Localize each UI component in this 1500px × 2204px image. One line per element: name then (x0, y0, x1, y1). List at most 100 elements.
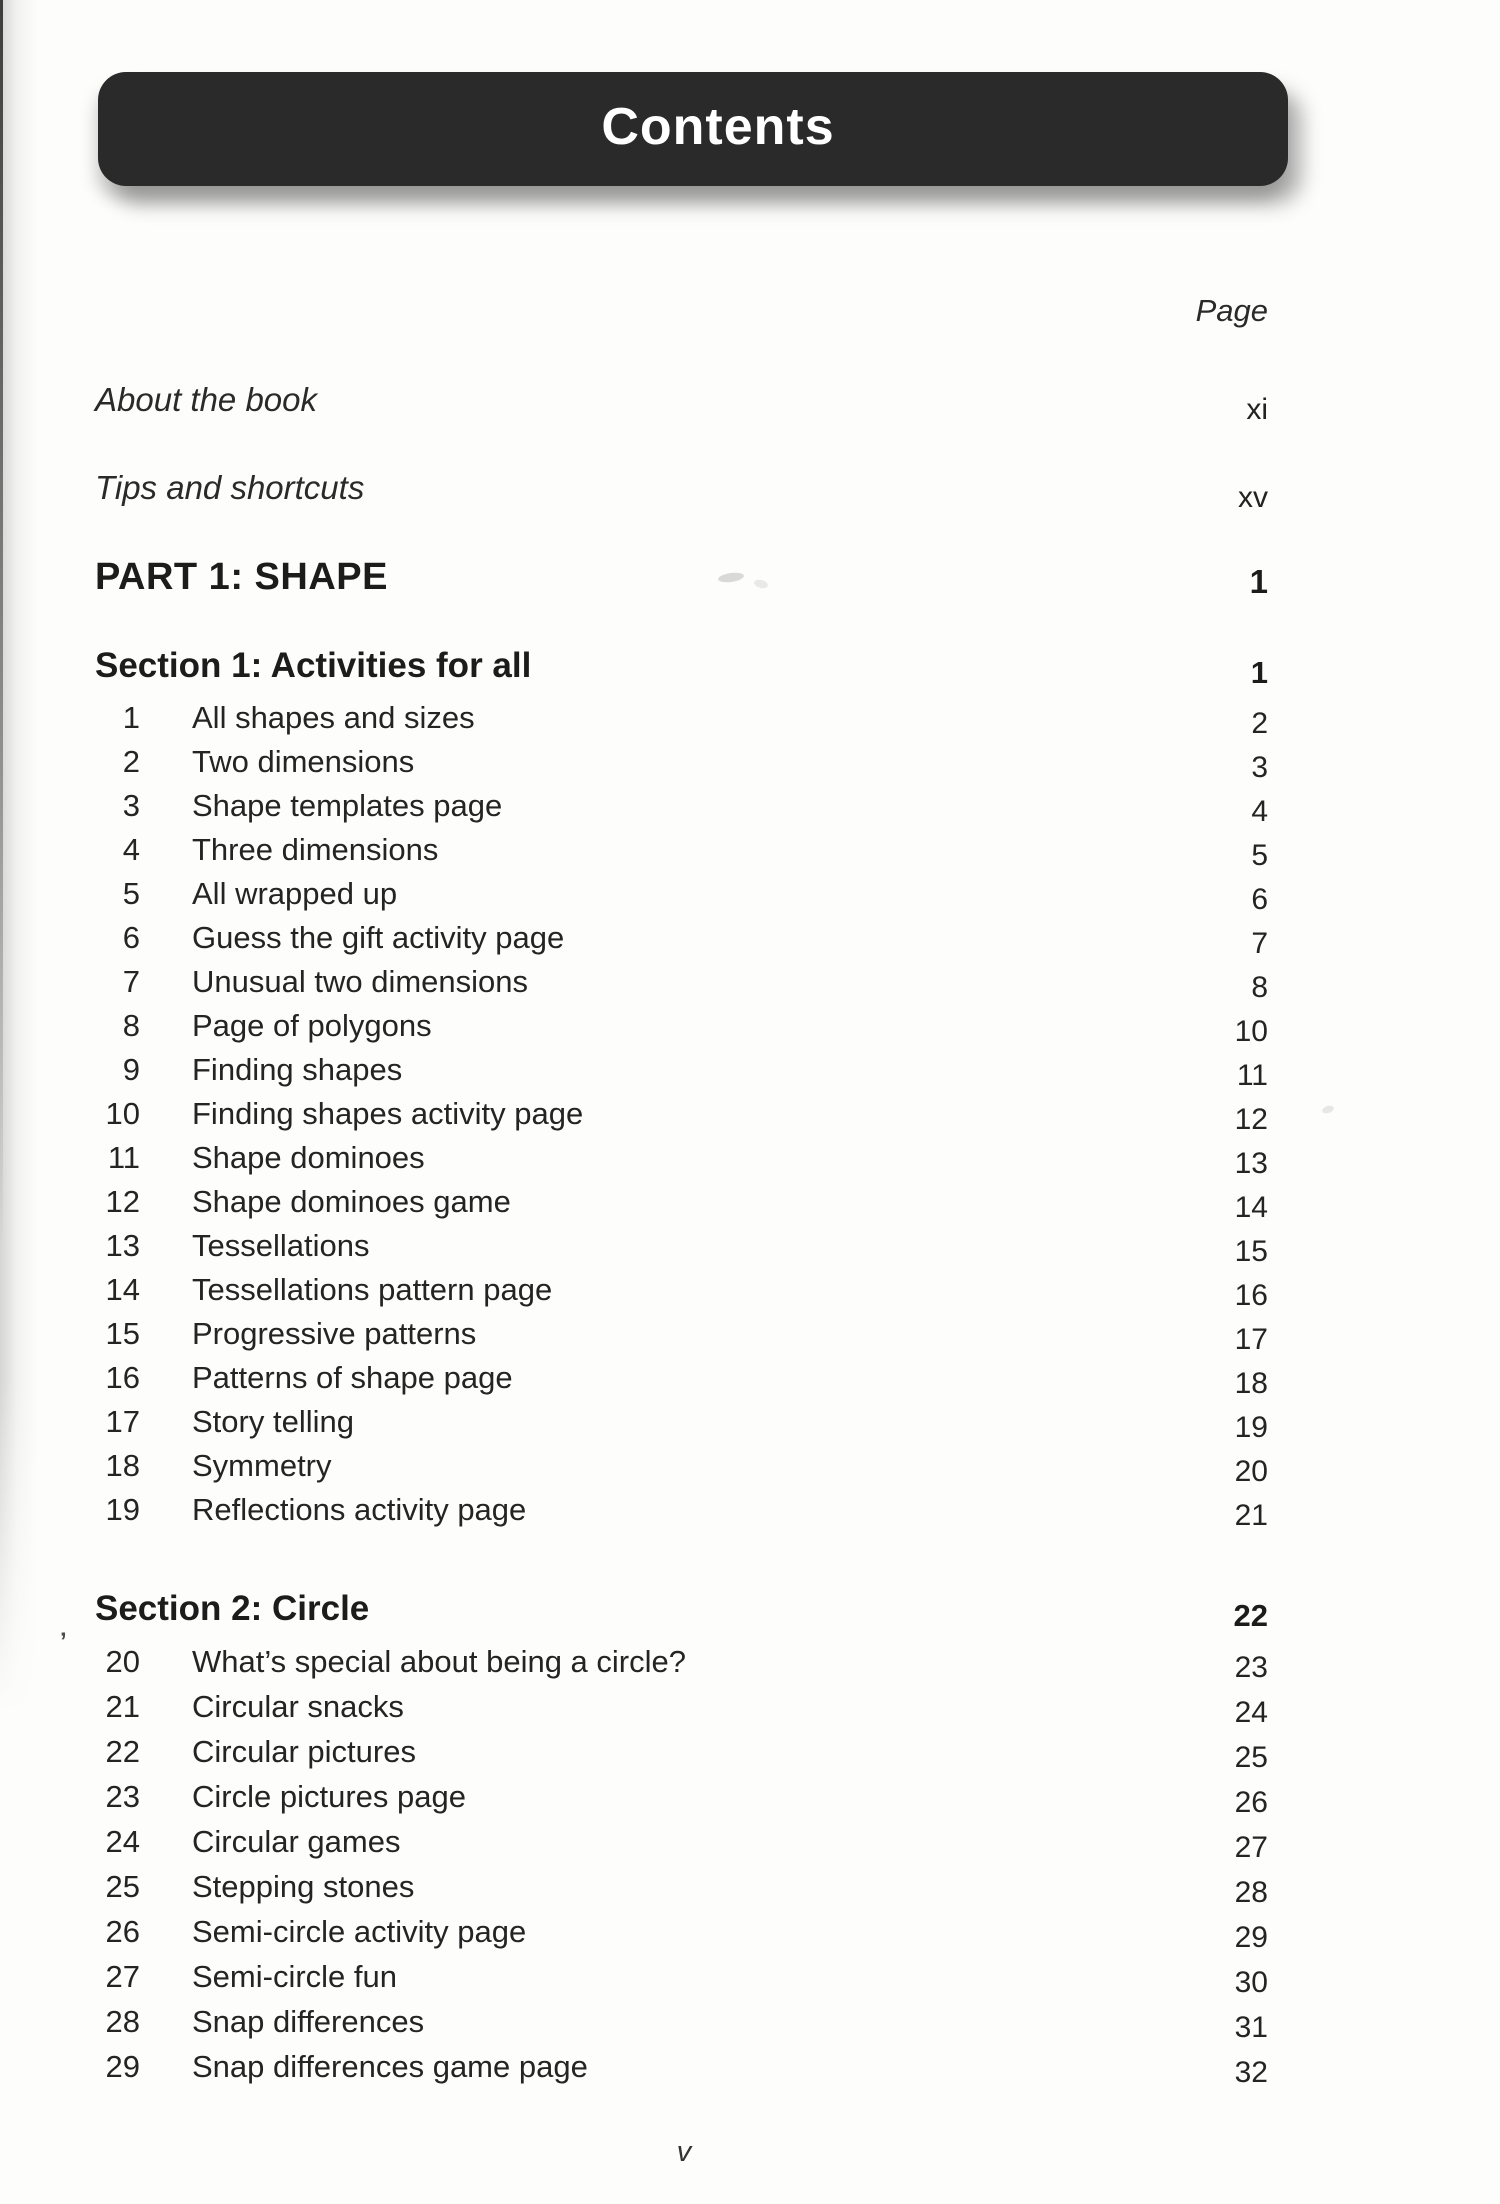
item-title: Semi-circle fun (192, 1959, 397, 1994)
item-title: Finding shapes (192, 1052, 403, 1087)
toc-row: 12 Shape dominoes game 14 (0, 1184, 1500, 1228)
item-title: Circle pictures page (192, 1779, 466, 1814)
item-title: Shape templates page (192, 788, 503, 823)
section-header-row: Section 1: Activities for all 1 (0, 648, 1500, 692)
item-page-number: 30 (1234, 1966, 1268, 1999)
item-number: 11 (107, 1140, 140, 1175)
item-number: 20 (105, 1644, 140, 1679)
toc-row: 22 Circular pictures 25 (0, 1734, 1500, 1779)
item-number: 16 (105, 1360, 140, 1395)
toc-row: 15 Progressive patterns 17 (0, 1316, 1500, 1360)
item-title: Story telling (192, 1404, 354, 1439)
section-header-row: Section 2: Circle 22 (0, 1591, 1500, 1635)
item-page-number: 12 (1234, 1103, 1268, 1136)
item-page-number: 15 (1234, 1235, 1268, 1268)
item-page-number: 2 (1251, 707, 1268, 740)
item-number: 27 (105, 1959, 140, 1994)
section-page-number: 22 (1233, 1598, 1268, 1633)
toc-row: 28 Snap differences 31 (0, 2004, 1500, 2049)
item-page-number: 31 (1234, 2011, 1268, 2044)
item-title: Progressive patterns (192, 1316, 477, 1351)
item-title: Shape dominoes (192, 1140, 425, 1175)
item-number: 17 (105, 1404, 140, 1439)
item-number: 13 (105, 1228, 140, 1263)
toc-row: 17 Story telling 19 (0, 1404, 1500, 1448)
toc-list-section-2: 20 What’s special about being a circle? … (0, 1644, 1500, 2094)
section-title: Section 2: Circle (95, 1589, 370, 1628)
item-number: 22 (105, 1734, 140, 1769)
toc-row: 18 Symmetry 20 (0, 1448, 1500, 1492)
item-number: 29 (105, 2049, 140, 2084)
item-page-number: 18 (1234, 1367, 1268, 1400)
item-page-number: 6 (1251, 883, 1268, 916)
item-number: 24 (105, 1824, 140, 1859)
toc-row: 11 Shape dominoes 13 (0, 1140, 1500, 1184)
toc-row: 26 Semi-circle activity page 29 (0, 1914, 1500, 1959)
item-title: Three dimensions (192, 832, 439, 867)
scan-edge-line (0, 0, 3, 1250)
item-page-number: 14 (1234, 1191, 1268, 1224)
entry-title: About the book (95, 381, 318, 418)
item-page-number: 17 (1234, 1323, 1268, 1356)
part-page-number: 1 (1249, 563, 1268, 600)
item-page-number: 21 (1234, 1499, 1268, 1532)
toc-row: 25 Stepping stones 28 (0, 1869, 1500, 1914)
item-title: Reflections activity page (192, 1492, 527, 1527)
item-number: 10 (105, 1096, 140, 1131)
item-title: Two dimensions (192, 744, 415, 779)
item-title: All wrapped up (192, 876, 398, 911)
item-page-number: 13 (1234, 1147, 1268, 1180)
item-title: All shapes and sizes (192, 700, 475, 735)
toc-row: 21 Circular snacks 24 (0, 1689, 1500, 1734)
toc-row: 7 Unusual two dimensions 8 (0, 964, 1500, 1008)
item-number: 9 (122, 1052, 140, 1087)
toc-row: 9 Finding shapes 11 (0, 1052, 1500, 1096)
item-title: Semi-circle activity page (192, 1914, 527, 1949)
item-page-number: 10 (1234, 1015, 1268, 1048)
item-page-number: 32 (1234, 2056, 1268, 2089)
item-title: Tessellations pattern page (192, 1272, 553, 1307)
toc-row: 10 Finding shapes activity page 12 (0, 1096, 1500, 1140)
part-heading-row: PART 1: SHAPE 1 (0, 558, 1500, 602)
item-number: 2 (122, 744, 140, 779)
item-number: 12 (105, 1184, 140, 1219)
item-number: 25 (105, 1869, 140, 1904)
item-title: Finding shapes activity page (192, 1096, 584, 1131)
section-title: Section 1: Activities for all (95, 646, 532, 685)
item-page-number: 28 (1234, 1876, 1268, 1909)
item-number: 14 (105, 1272, 140, 1307)
item-title: Stepping stones (192, 1869, 415, 1904)
item-page-number: 25 (1234, 1741, 1268, 1774)
item-title: What’s special about being a circle? (192, 1644, 686, 1679)
item-title: Circular pictures (192, 1734, 416, 1769)
scan-edge-fade (0, 1380, 38, 1750)
toc-row: 2 Two dimensions 3 (0, 744, 1500, 788)
item-page-number: 29 (1234, 1921, 1268, 1954)
toc-row: 29 Snap differences game page 32 (0, 2049, 1500, 2094)
item-number: 23 (105, 1779, 140, 1814)
item-page-number: 19 (1234, 1411, 1268, 1444)
item-number: 3 (122, 788, 140, 823)
page-title: Contents (601, 98, 835, 156)
entry-page-number: xv (1238, 481, 1268, 514)
item-title: Circular snacks (192, 1689, 404, 1724)
toc-row: 14 Tessellations pattern page 16 (0, 1272, 1500, 1316)
item-page-number: 23 (1234, 1651, 1268, 1684)
section-page-number: 1 (1250, 655, 1268, 690)
item-title: Snap differences (192, 2004, 425, 2039)
item-number: 15 (105, 1316, 140, 1351)
item-title: Patterns of shape page (192, 1360, 513, 1395)
toc-row: 24 Circular games 27 (0, 1824, 1500, 1869)
item-title: Guess the gift activity page (192, 920, 565, 955)
item-title: Symmetry (192, 1448, 332, 1483)
item-title: Tessellations (192, 1228, 370, 1263)
front-matter-row: Tips and shortcuts xv (0, 471, 1500, 515)
item-number: 26 (105, 1914, 140, 1949)
toc-row: 23 Circle pictures page 26 (0, 1779, 1500, 1824)
toc-row: 8 Page of polygons 10 (0, 1008, 1500, 1052)
item-number: 5 (122, 876, 140, 911)
item-number: 6 (122, 920, 140, 955)
item-title: Snap differences game page (192, 2049, 588, 2084)
item-number: 18 (105, 1448, 140, 1483)
item-page-number: 24 (1234, 1696, 1268, 1729)
